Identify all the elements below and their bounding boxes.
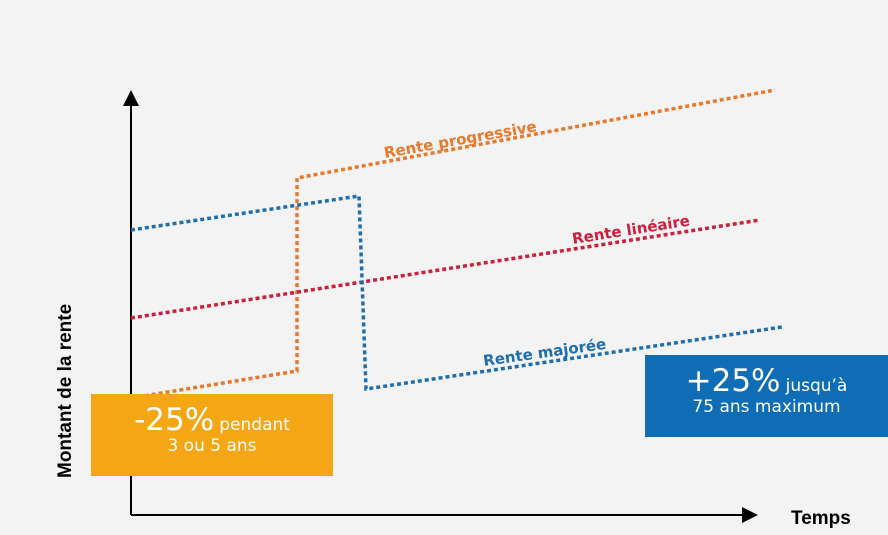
- callout-minus-duration: 3 ou 5 ans: [167, 436, 257, 456]
- x-axis-label: Temps: [791, 508, 851, 529]
- callout-minus-25: -25% pendant 3 ou 5 ans: [91, 394, 333, 476]
- y-axis-label: Montant de la rente: [55, 303, 76, 478]
- series-line-progressive: [130, 88, 776, 400]
- callout-minus-pendant: pendant: [219, 415, 290, 435]
- series-label-majoree: Rente majorée: [482, 335, 607, 370]
- callout-minus-percent: -25%: [134, 402, 215, 438]
- series-line-majoree: [130, 193, 783, 392]
- callout-plus-25: +25% jusqu’à 75 ans maximum: [645, 355, 888, 437]
- x-axis-arrow-icon: [742, 507, 758, 523]
- y-axis-arrow-icon: [123, 90, 139, 106]
- callout-plus-jusqua: jusqu’à: [785, 376, 848, 396]
- series-line-lineaire: [130, 218, 761, 320]
- series-label-lineaire: Rente linéaire: [571, 212, 691, 248]
- callout-plus-age: 75 ans maximum: [692, 397, 841, 417]
- callout-plus-percent: +25%: [685, 363, 781, 399]
